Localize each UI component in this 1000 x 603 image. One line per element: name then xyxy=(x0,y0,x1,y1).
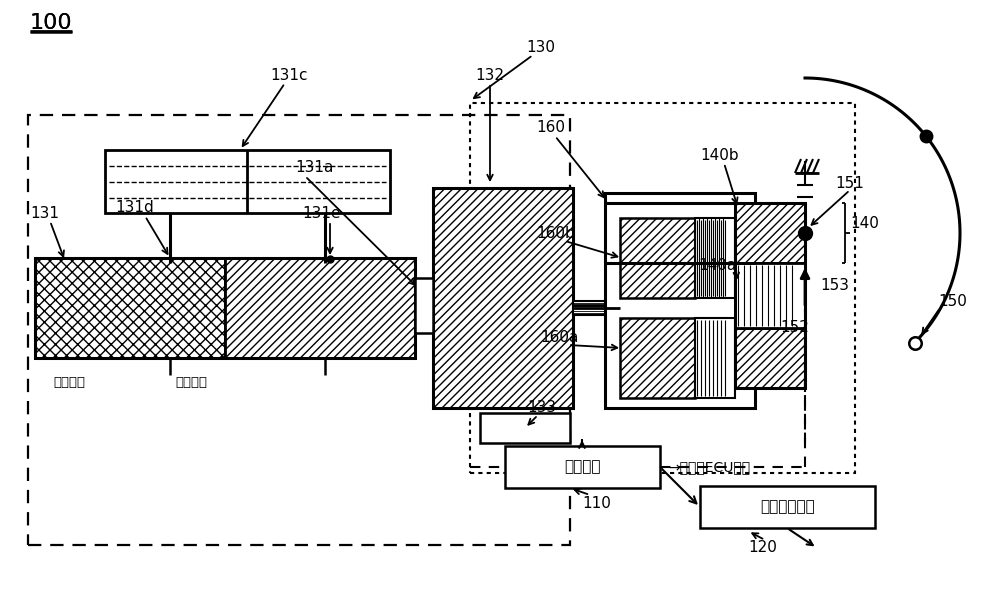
Text: 131a: 131a xyxy=(295,160,333,175)
Text: 控制单元: 控制单元 xyxy=(564,459,601,475)
Text: 151: 151 xyxy=(835,175,864,191)
Bar xyxy=(105,150,390,213)
Bar xyxy=(605,193,755,408)
Text: 供压出口: 供压出口 xyxy=(53,376,85,390)
Text: 152: 152 xyxy=(780,321,809,335)
Bar xyxy=(470,103,855,473)
Bar xyxy=(620,218,695,298)
Bar xyxy=(735,328,805,388)
Bar xyxy=(225,258,415,358)
Bar xyxy=(620,318,695,398)
Text: 160: 160 xyxy=(536,121,565,136)
Text: →与上位ECU相连: →与上位ECU相连 xyxy=(668,460,750,474)
Text: 130: 130 xyxy=(526,40,555,55)
Bar xyxy=(735,203,805,263)
Bar xyxy=(735,263,805,328)
Text: 131: 131 xyxy=(30,206,59,221)
Text: 120: 120 xyxy=(748,540,777,555)
Bar xyxy=(28,115,570,545)
Text: 131c: 131c xyxy=(270,68,308,83)
Bar xyxy=(695,318,735,398)
Text: 133: 133 xyxy=(527,400,556,415)
Text: 140: 140 xyxy=(850,215,879,230)
Text: 140b: 140b xyxy=(700,148,739,162)
Text: 131d: 131d xyxy=(115,201,154,215)
Text: 100: 100 xyxy=(30,13,73,33)
Text: 150: 150 xyxy=(938,294,967,309)
Bar xyxy=(735,203,805,388)
Text: 供压出口: 供压出口 xyxy=(175,376,207,390)
Text: 131e: 131e xyxy=(302,206,340,221)
Bar xyxy=(505,446,660,488)
Bar xyxy=(695,218,735,298)
Text: 132: 132 xyxy=(475,68,504,83)
Bar xyxy=(480,413,570,443)
Text: 100: 100 xyxy=(30,13,73,33)
Text: 再生制动系统: 再生制动系统 xyxy=(760,499,815,514)
Bar xyxy=(573,301,605,315)
Bar xyxy=(35,258,415,358)
Text: 140a: 140a xyxy=(698,257,736,273)
Text: 110: 110 xyxy=(582,496,611,511)
Text: 160b: 160b xyxy=(536,226,575,241)
Bar xyxy=(35,258,225,358)
Bar xyxy=(415,278,433,333)
Text: 153: 153 xyxy=(820,277,849,292)
Bar xyxy=(700,486,875,528)
Text: 160a: 160a xyxy=(540,330,578,346)
Bar xyxy=(433,188,573,408)
